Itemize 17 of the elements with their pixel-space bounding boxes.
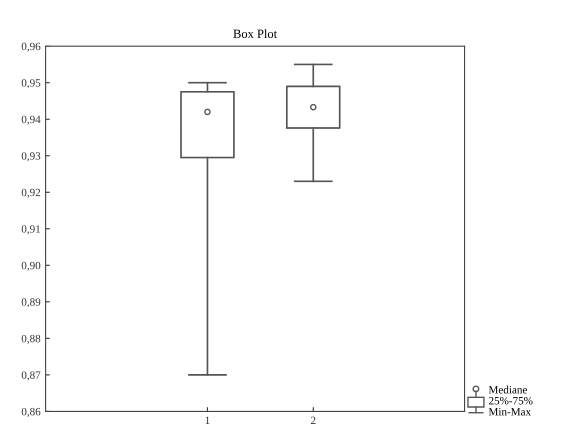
y-tick-label: 0,95 xyxy=(22,79,40,88)
y-tick-label: 0,91 xyxy=(22,225,40,234)
y-tick-label: 0,94 xyxy=(22,116,41,125)
y-tick-label: 0,93 xyxy=(22,152,40,162)
x-tick-label: 1 xyxy=(206,416,210,424)
y-tick-label: 0,90 xyxy=(22,262,40,271)
y-tick-label: 0,96 xyxy=(22,42,40,52)
chart-title: Box Plot xyxy=(233,29,278,38)
text: Mediane xyxy=(488,386,527,394)
y-tick-label: 0,87 xyxy=(22,371,40,380)
text: 25%-75% xyxy=(488,397,533,405)
y-tick-label: 0,88 xyxy=(22,334,40,344)
text: Min-Max xyxy=(488,408,531,416)
y-tick-label: 0,92 xyxy=(22,188,40,198)
y-tick-label: 0,89 xyxy=(22,298,40,308)
x-tick-label: 2 xyxy=(310,416,316,424)
y-tick-label: 0,86 xyxy=(22,408,40,417)
